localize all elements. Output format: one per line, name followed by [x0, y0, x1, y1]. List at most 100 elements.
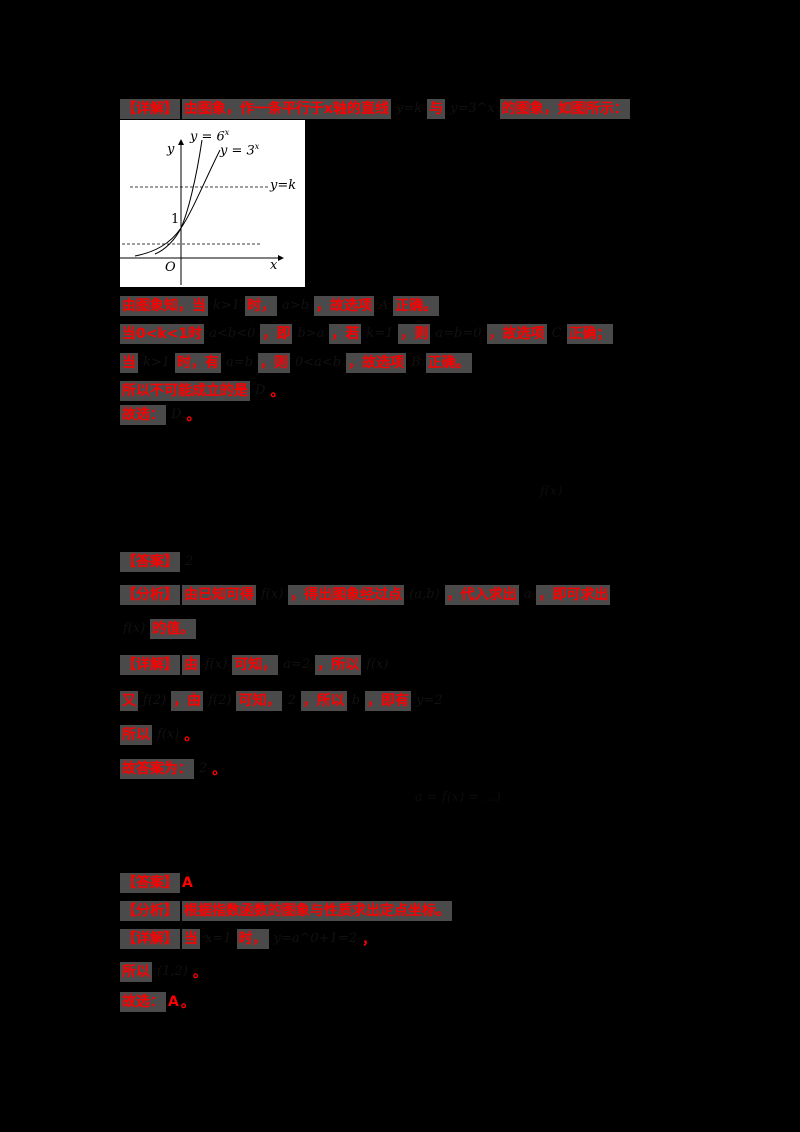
text: 由: [182, 655, 200, 675]
answer-line: 【答案】 2: [120, 551, 197, 573]
text: 的图象，如图所示：: [499, 99, 630, 119]
text: 由图象，作一条平行于x轴的直线: [182, 99, 392, 119]
graph-svg: [120, 139, 284, 285]
text: 。: [192, 965, 207, 981]
math: b>a: [294, 324, 328, 344]
math: k>1: [210, 296, 244, 316]
detail-line: 所以 f(x) 。: [120, 724, 198, 746]
math: f(x): [154, 725, 183, 745]
math: 0<a<b: [292, 353, 345, 373]
math: f(2): [140, 691, 170, 711]
math: 2: [182, 552, 197, 572]
text: 当: [120, 353, 138, 373]
text: 与: [427, 99, 446, 119]
text: ，故选项: [346, 353, 407, 373]
text-line: 当0<k<1时 a<b<0 ，即 b>a ，若 k=1 ，则 a=b=0 ，故选…: [120, 323, 613, 345]
curve-6x-label: y = 6x: [190, 128, 230, 145]
analysis-label: 【分析】: [120, 585, 180, 605]
text: 故答案为：: [120, 759, 194, 779]
text: ，若: [329, 324, 362, 344]
answer-value: A: [168, 994, 179, 1010]
math: 2: [284, 691, 299, 711]
math: D: [252, 381, 269, 401]
text: 根据指数函数的图象与性质求出定点坐标。: [182, 901, 452, 921]
math: f(x): [202, 655, 231, 675]
answer-line: 【答案】 A: [120, 872, 193, 894]
math: y=3^x: [447, 99, 498, 119]
text: 由已知可得: [182, 585, 256, 605]
math: k>1: [140, 353, 174, 373]
math: 2: [196, 759, 211, 779]
text: 时，有: [175, 353, 222, 373]
hline-k-label: y=k: [270, 178, 297, 193]
text: 可知，: [232, 655, 279, 675]
analysis-line-cont: f(x) 的值。: [120, 618, 197, 640]
conclusion-line: 故选： A 。: [120, 991, 195, 1013]
math: f(x): [120, 619, 149, 639]
text-line: 所以不可能成立的是 D 。: [120, 380, 284, 402]
text: ，由: [171, 691, 204, 711]
text: ，所以: [315, 655, 362, 675]
trailing-math: a = f(x) = ...): [415, 790, 501, 805]
text: ，故选项: [486, 324, 547, 344]
math: D: [168, 405, 185, 425]
text-line: 当 k>1 时，有 a=b ，则 0<a<b ，故选项 B 正确。: [120, 352, 472, 374]
math: C: [548, 324, 565, 344]
text: 时，: [245, 296, 278, 316]
text-line: 由图象知，当 k>1 时， a>b ，故选项 A 正确。: [120, 295, 440, 317]
math: A: [376, 296, 392, 316]
text: 正确。: [425, 353, 472, 373]
math: a: [520, 585, 535, 605]
x-axis-label: x: [270, 258, 278, 273]
detail-label: 【详解】: [120, 929, 180, 949]
math: a<b<0: [206, 324, 259, 344]
math: f(x): [363, 655, 392, 675]
text: 所以: [120, 962, 152, 982]
analysis-line: 【分析】 根据指数函数的图象与性质求出定点坐标。: [120, 900, 452, 922]
text: 又: [120, 691, 138, 711]
origin-label: O: [165, 260, 176, 275]
math: a=2: [280, 655, 314, 675]
text: ，即有: [365, 691, 412, 711]
math: B: [408, 353, 424, 373]
curve-3x-label: y = 3x: [220, 142, 260, 159]
text: 所以不可能成立的是: [120, 381, 250, 401]
detail-heading-line: 【详解】 由图象，作一条平行于x轴的直线 y=k 与 y=3^x 的图象，如图所…: [120, 98, 630, 120]
detail-line: 【详解】 当 x=1 时， y=a^0+1=2 ，: [120, 928, 376, 950]
y-axis-label: y: [167, 142, 175, 157]
math: x=1: [202, 929, 235, 949]
math: a=b=0: [432, 324, 485, 344]
text: 的值。: [150, 619, 197, 639]
answer-label: 【答案】: [120, 873, 180, 893]
text: 故选：: [120, 405, 166, 425]
answer-value: A: [182, 875, 193, 891]
math: y=k: [393, 99, 426, 119]
math: b: [348, 691, 364, 711]
text: 。: [184, 728, 199, 744]
text: ，故选项: [314, 296, 375, 316]
text: 正确；: [566, 324, 613, 344]
question-math-tail: f(x): [540, 484, 563, 499]
math: y=2: [413, 691, 446, 711]
math: a=b: [223, 353, 257, 373]
text: 由图象知，当: [120, 296, 208, 316]
math: (a,b): [406, 585, 443, 605]
text: ，即可求出: [536, 585, 611, 605]
text-line: 所以 (1,2) 。: [120, 961, 207, 983]
text: 。: [186, 408, 201, 424]
detail-line: 【详解】 由 f(x) 可知， a=2 ，所以 f(x): [120, 654, 392, 676]
answer-label: 【答案】: [120, 552, 180, 572]
conclusion-line: 故答案为： 2 。: [120, 758, 226, 780]
math: k=1: [363, 324, 397, 344]
text: ，则: [398, 324, 431, 344]
math: (1,2): [154, 962, 191, 982]
text: ，代入求出: [444, 585, 519, 605]
math: f(x): [258, 585, 287, 605]
analysis-label: 【分析】: [120, 901, 180, 921]
math: a>b: [279, 296, 313, 316]
text: ，则: [258, 353, 291, 373]
math: f(2): [205, 691, 235, 711]
text: 。: [180, 995, 195, 1011]
analysis-line: 【分析】 由已知可得 f(x) ，得出图象经过点 (a,b) ，代入求出 a ，…: [120, 584, 611, 606]
text: ，所以: [300, 691, 347, 711]
